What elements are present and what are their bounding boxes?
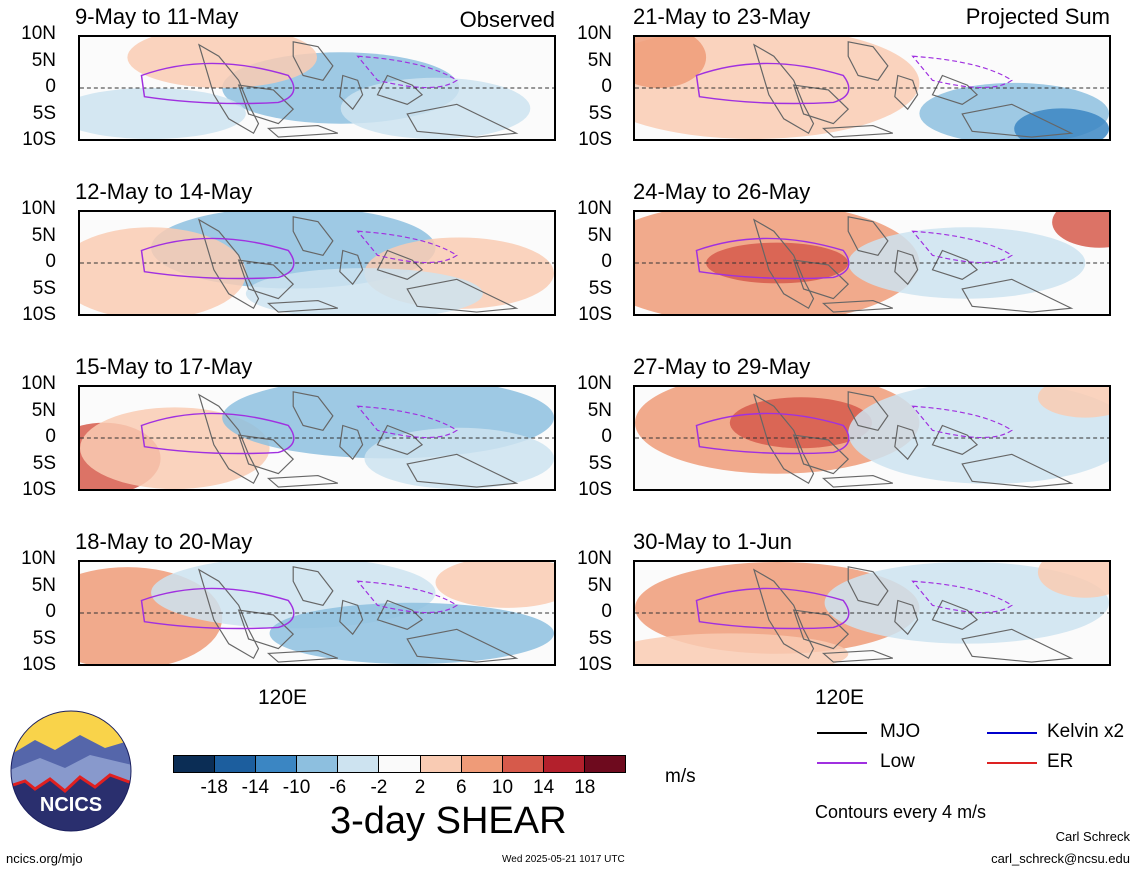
map-panel bbox=[78, 385, 556, 491]
panel-title: 18-May to 20-May bbox=[75, 529, 253, 554]
colorbar-swatch bbox=[420, 756, 462, 772]
latitude-label: 10N bbox=[577, 198, 612, 219]
low-legend-line bbox=[817, 762, 867, 764]
colorbar-tick-label: 18 bbox=[574, 777, 596, 798]
latitude-label: 5N bbox=[587, 49, 612, 71]
latitude-label: 5N bbox=[31, 224, 56, 246]
colorbar-tick-label: -18 bbox=[200, 777, 228, 798]
mjo-legend-line bbox=[817, 732, 867, 734]
latitude-label: 0 bbox=[601, 601, 612, 622]
colorbar-tick-label: 6 bbox=[455, 777, 467, 798]
panel-title: 30-May to 1-Jun bbox=[633, 529, 792, 554]
latitude-label: 5N bbox=[587, 399, 612, 421]
latitude-label: 5S bbox=[588, 277, 612, 299]
kelvin-legend-line bbox=[987, 732, 1037, 734]
colorbar-tick-label: -10 bbox=[282, 777, 311, 798]
latitude-label: 5S bbox=[588, 627, 612, 649]
panel-title: 27-May to 29-May bbox=[633, 354, 811, 379]
ncics-logo: NCICS bbox=[10, 710, 132, 832]
latitude-label: 10N bbox=[21, 23, 56, 44]
latitude-label: 10N bbox=[577, 373, 612, 394]
panel-title: 12-May to 14-May bbox=[75, 179, 253, 204]
latitude-label: 10S bbox=[578, 479, 612, 500]
colorbar-tick-label: 14 bbox=[533, 777, 555, 798]
latitude-label: 5N bbox=[31, 399, 56, 421]
panel-title: 24-May to 26-May bbox=[633, 179, 811, 204]
latitude-label: 10S bbox=[22, 654, 56, 675]
site-link[interactable]: ncics.org/mjo bbox=[6, 851, 83, 866]
latitude-label: 10N bbox=[21, 198, 56, 219]
latitude-label: 10S bbox=[22, 129, 56, 150]
longitude-label-right: 120E bbox=[815, 686, 865, 709]
colorbar-swatch bbox=[502, 756, 544, 772]
colorbar-swatch bbox=[461, 756, 503, 772]
colorbar-title: 3-day SHEAR bbox=[330, 800, 567, 842]
latitude-label: 0 bbox=[601, 76, 612, 97]
email[interactable]: carl_schreck@ncsu.edu bbox=[991, 851, 1130, 866]
latitude-label: 10N bbox=[21, 373, 56, 394]
colorbar bbox=[173, 755, 626, 773]
map-panel bbox=[633, 35, 1111, 141]
er-legend-line bbox=[987, 762, 1037, 764]
latitude-label: 5S bbox=[32, 102, 56, 124]
latitude-label: 0 bbox=[601, 426, 612, 447]
map-panel bbox=[78, 35, 556, 141]
latitude-label: 5S bbox=[588, 452, 612, 474]
colorbar-swatch bbox=[584, 756, 626, 772]
latitude-label: 5S bbox=[588, 102, 612, 124]
latitude-label: 0 bbox=[45, 426, 56, 447]
panel-corner-label: Observed bbox=[459, 7, 555, 32]
colorbar-swatch bbox=[256, 756, 298, 772]
panel-title: 21-May to 23-May bbox=[633, 4, 811, 29]
colorbar-units: m/s bbox=[665, 766, 696, 787]
latitude-label: 10S bbox=[578, 654, 612, 675]
colorbar-swatch bbox=[297, 756, 339, 772]
panel-title: 15-May to 17-May bbox=[75, 354, 253, 379]
latitude-label: 10S bbox=[578, 129, 612, 150]
latitude-label: 0 bbox=[45, 251, 56, 272]
latitude-label: 5N bbox=[31, 574, 56, 596]
timestamp: Wed 2025-05-21 1017 UTC bbox=[502, 854, 625, 865]
latitude-label: 5S bbox=[32, 277, 56, 299]
colorbar-tick-label: -6 bbox=[329, 777, 347, 798]
colorbar-swatch bbox=[174, 756, 216, 772]
latitude-label: 10S bbox=[578, 304, 612, 325]
colorbar-tick-label: 10 bbox=[491, 777, 514, 798]
contour-note: Contours every 4 m/s bbox=[815, 802, 987, 822]
mjo-legend-label: MJO bbox=[880, 721, 921, 742]
latitude-label: 10N bbox=[577, 23, 612, 44]
latitude-label: 5S bbox=[32, 627, 56, 649]
panel-corner-label: Projected Sum bbox=[965, 4, 1110, 29]
latitude-label: 10N bbox=[577, 548, 612, 569]
map-panel bbox=[633, 560, 1111, 666]
latitude-label: 0 bbox=[45, 601, 56, 622]
latitude-label: 5S bbox=[32, 452, 56, 474]
colorbar-tick-label: -14 bbox=[241, 777, 270, 798]
latitude-label: 10N bbox=[21, 548, 56, 569]
latitude-label: 5N bbox=[587, 574, 612, 596]
colorbar-swatch bbox=[379, 756, 421, 772]
panel-title: 9-May to 11-May bbox=[75, 4, 239, 29]
map-panel bbox=[633, 210, 1111, 316]
latitude-label: 0 bbox=[601, 251, 612, 272]
map-panel bbox=[78, 210, 556, 316]
author: Carl Schreck bbox=[1055, 829, 1130, 844]
colorbar-swatch bbox=[338, 756, 380, 772]
latitude-label: 10S bbox=[22, 479, 56, 500]
logo-text: NCICS bbox=[40, 794, 102, 816]
map-panel bbox=[78, 560, 556, 666]
longitude-label-left: 120E bbox=[258, 686, 308, 709]
colorbar-swatch bbox=[215, 756, 257, 772]
latitude-label: 10S bbox=[22, 304, 56, 325]
colorbar-tick-label: 2 bbox=[414, 777, 426, 798]
colorbar-tick-label: -2 bbox=[370, 777, 388, 798]
map-panel bbox=[633, 385, 1111, 491]
er-legend-label: ER bbox=[1047, 751, 1074, 772]
colorbar-swatch bbox=[543, 756, 585, 772]
kelvin-legend-label: Kelvin x2 bbox=[1047, 721, 1125, 742]
latitude-label: 0 bbox=[45, 76, 56, 97]
latitude-label: 5N bbox=[31, 49, 56, 71]
low-legend-label: Low bbox=[880, 751, 915, 772]
latitude-label: 5N bbox=[587, 224, 612, 246]
